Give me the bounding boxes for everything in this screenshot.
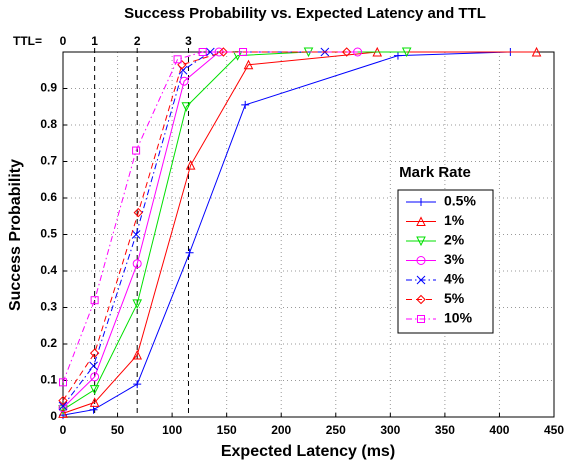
marker [341,47,352,57]
legend-box [397,189,494,334]
x-tick-label: 450 [544,423,564,437]
marker [218,47,229,57]
marker [58,395,68,406]
marker [131,230,141,239]
marker [401,47,412,58]
legend-label: 1% [444,212,465,228]
y-axis-label: Success Probability [7,159,24,311]
marker [185,248,194,257]
marker [89,397,100,407]
marker [393,51,402,60]
marker [181,102,192,112]
ttl-title: TTL= [13,34,42,48]
series-line [62,51,347,401]
marker [198,48,207,56]
y-tick-label: 0.7 [40,154,57,168]
y-tick-label: 0.1 [40,373,57,387]
marker [239,48,248,56]
legend-label: 4% [444,271,465,287]
marker [133,380,142,389]
ttl-label: 3 [185,34,192,48]
marker [59,378,67,387]
series-line [62,51,244,383]
legend-label: 10% [444,310,473,326]
marker [179,76,189,86]
y-tick-label: 0.5 [40,227,57,241]
marker [132,299,143,309]
legend-marker [416,216,426,226]
y-tick-label: 0.8 [40,117,57,131]
legend-title: Mark Rate [399,164,471,181]
x-tick-label: 400 [489,423,509,437]
x-tick-label: 150 [217,423,237,437]
marker [241,100,250,109]
x-tick-label: 300 [380,423,400,437]
legend-label: 5% [444,290,465,306]
y-tick-label: 0 [50,409,57,423]
y-tick-label: 0.6 [40,190,57,204]
y-tick-label: 0.9 [40,81,57,95]
marker [58,401,68,411]
marker [173,55,182,64]
y-tick-label: 0.4 [40,263,57,277]
chart-title: Success Probability vs. Expected Latency… [124,5,486,22]
marker [243,59,254,70]
x-axis-label: Expected Latency (ms) [221,443,395,460]
x-tick-label: 200 [271,423,291,437]
x-tick-label: 50 [111,423,125,437]
marker [177,60,187,70]
y-tick-label: 0.2 [40,336,57,350]
legend-marker [417,315,425,323]
marker [185,160,196,170]
marker [132,349,143,360]
legend-marker [417,198,425,206]
legend-marker [416,294,426,305]
marker [132,259,142,269]
marker [89,405,98,414]
marker [353,47,363,57]
marker [205,47,215,57]
marker [89,348,100,358]
series-line [62,51,325,407]
marker [132,146,141,155]
x-tick-label: 100 [162,423,182,437]
marker [133,207,143,218]
marker [58,408,68,418]
legend-marker [416,256,426,265]
legend-marker [416,236,426,247]
marker [89,385,100,395]
x-tick-label: 0 [60,423,67,437]
legend-label: 2% [444,232,465,248]
marker [531,46,542,57]
legend-label: 3% [444,251,465,267]
ttl-label: 2 [134,34,141,48]
x-tick-label: 250 [326,423,346,437]
x-tick-label: 350 [435,423,455,437]
ttl-label: 1 [91,34,98,48]
marker [90,296,99,305]
ttl-label: 0 [60,34,67,48]
marker [89,361,98,371]
marker [90,372,100,382]
legend-marker [416,275,426,285]
y-tick-label: 0.3 [40,300,57,314]
legend-label: 0.5% [444,193,476,209]
